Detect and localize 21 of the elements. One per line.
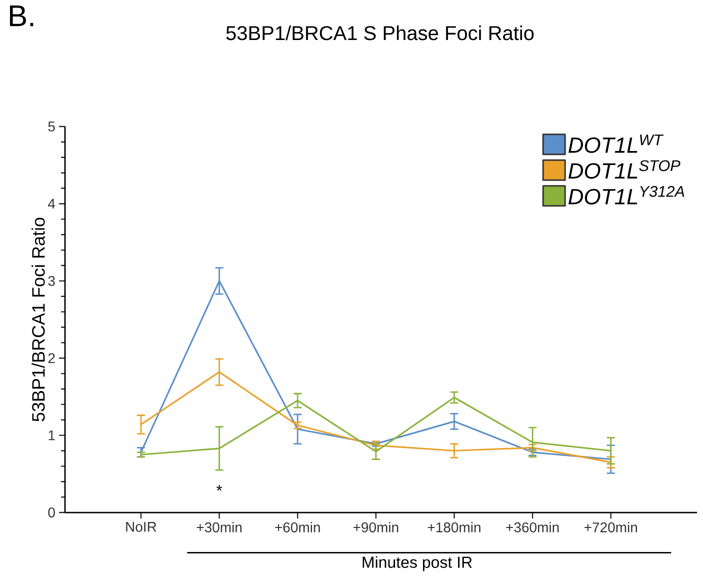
x-tick-label: +90min — [353, 522, 398, 532]
annotation: * — [216, 485, 222, 491]
x-tick-label: NoIR — [126, 522, 156, 532]
x-tick-label: +360min — [506, 522, 559, 532]
x-tick-label: +720min — [584, 522, 637, 532]
legend-label: DOT1L$^{Y312A}$ — [568, 186, 684, 204]
y-tick-label: 5 — [48, 122, 55, 132]
x-tick-label: +60min — [275, 522, 320, 532]
chart-title: 53BP1/BRCA1 S Phase Foci Ratio — [226, 26, 534, 40]
legend-label: DOT1L$^{WT}$ — [568, 134, 664, 153]
x-tick-label: +180min — [428, 522, 480, 532]
legend-label: DOT1L$^{STOP}$ — [568, 160, 680, 179]
text: B. — [10, 6, 34, 26]
y-tick-label: 3 — [48, 276, 55, 286]
y-tick-label: 4 — [48, 198, 56, 209]
x-tick-label: +30min — [196, 522, 242, 532]
x-axis-title: Minutes post IR — [362, 556, 472, 572]
y-axis-title: 53BP1/BRCA1 Foci Ratio — [32, 218, 45, 422]
y-tick-label: 2 — [48, 353, 55, 364]
y-tick-label: 0 — [48, 508, 55, 518]
y-tick-label: 1 — [48, 430, 55, 440]
